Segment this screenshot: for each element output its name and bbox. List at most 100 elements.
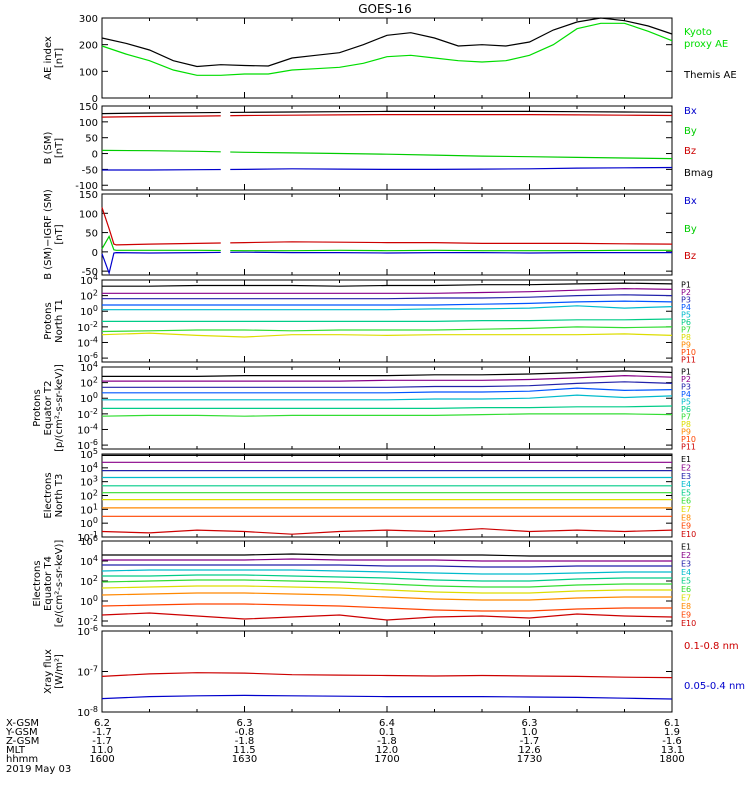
y-tick-label: 10-2 — [77, 320, 98, 334]
series-line — [102, 387, 673, 394]
ephemeris-value: 11.0 — [91, 745, 113, 756]
series-line — [101, 413, 673, 417]
series-line — [101, 528, 673, 535]
y-tick-label: 100 — [80, 594, 98, 608]
ephemeris-value: -1.7 — [520, 736, 540, 747]
ephemeris-value: 12.0 — [376, 745, 398, 756]
y-tick-label: 150 — [79, 102, 98, 113]
y-tick-label: 10-2 — [77, 407, 98, 421]
y-tick-label: 10-1 — [77, 530, 98, 544]
series-line — [101, 110, 673, 115]
y-tick-label: 104 — [80, 554, 98, 568]
y-tick-label: 0 — [92, 150, 98, 161]
y-tick-label: 101 — [80, 502, 98, 516]
ephemeris-value: 12.6 — [518, 745, 540, 756]
y-axis-label: [nT] — [54, 138, 65, 158]
ephemeris-value: 1.9 — [664, 727, 680, 738]
ephemeris-value: -1.6 — [662, 736, 682, 747]
y-axis-label: B (SM)−IGRF (SM) — [43, 189, 54, 280]
y-tick-label: 10-6 — [77, 624, 98, 638]
legend-label: P9 — [681, 340, 691, 349]
legend-label: E1 — [681, 542, 691, 551]
series-line — [101, 332, 673, 338]
series-line — [101, 612, 673, 621]
legend-label: P2 — [681, 288, 691, 297]
ephemeris-value: 6.1 — [664, 718, 680, 729]
series-line — [101, 149, 673, 160]
legend-label: P11 — [681, 355, 696, 364]
y-tick-label: 102 — [80, 489, 98, 503]
ephemeris-value: -1.7 — [92, 727, 112, 738]
series-line — [102, 405, 673, 409]
legend-label: Bx — [684, 196, 697, 207]
panel-b-sm: 150 100 50 0 -50 -100 B (SM) [nT] Bx By Bz Bmag — [43, 102, 713, 192]
series-line — [101, 22, 673, 76]
series-line — [101, 17, 673, 68]
series-line — [102, 374, 673, 382]
y-axis-label: Protons — [32, 389, 43, 426]
legend-label: E6 — [681, 585, 691, 594]
figure-title: GOES-16 — [358, 2, 412, 16]
ephemeris-value: 11.5 — [233, 745, 255, 756]
y-axis-label: [W/m²] — [54, 654, 65, 689]
y-tick-label: 100 — [79, 67, 98, 78]
legend-label: P7 — [681, 325, 691, 334]
series-line — [102, 300, 673, 306]
legend-label: P6 — [681, 318, 691, 327]
y-tick-label: 100 — [80, 304, 98, 318]
y-tick-label: 10-2 — [77, 614, 98, 628]
ephemeris-value: -0.8 — [235, 727, 255, 738]
legend-label: P8 — [681, 333, 691, 342]
series-line — [102, 564, 672, 568]
legend-label: E7 — [681, 593, 691, 602]
y-axis-label: Electrons — [32, 560, 43, 606]
legend-label: E10 — [681, 530, 696, 539]
legend-label: Bz — [684, 146, 696, 157]
y-axis-label: [nT] — [54, 224, 65, 244]
y-axis-label: [p/(cm²-s-sr-keV)] — [54, 364, 65, 452]
y-axis-label: Equator T2 — [43, 381, 54, 436]
y-axis-label: [nT] — [54, 48, 65, 68]
series-line — [101, 585, 672, 594]
legend-label: 0.05-0.4 nm — [684, 681, 745, 692]
y-tick-label: 300 — [79, 14, 98, 25]
legend-label: P8 — [681, 420, 691, 429]
legend-label: E7 — [681, 505, 691, 514]
series-line — [101, 207, 673, 246]
legend-label: E9 — [681, 610, 691, 619]
y-axis-label: [e/(cm²-s-sr-keV)] — [54, 540, 65, 628]
y-tick-label: 10-6 — [77, 438, 98, 452]
series-line — [102, 166, 673, 171]
series-line — [102, 394, 673, 401]
ephemeris-table: X-GSMY-GSMZ-GSMMLThhmm6.2-1.7-1.711.0160… — [5, 718, 685, 775]
ephemeris-date: 2019 May 03 — [6, 764, 71, 775]
legend-label: P4 — [681, 390, 691, 399]
y-axis-label: Protons — [43, 302, 54, 339]
ephemeris-row-label: MLT — [6, 745, 26, 756]
series-line — [101, 672, 673, 679]
series-line — [102, 305, 673, 311]
legend-label: P5 — [681, 398, 691, 407]
legend-label: P1 — [681, 368, 691, 377]
series-line — [101, 326, 673, 333]
y-tick-label: 10-8 — [77, 705, 98, 719]
ephemeris-value: 13.1 — [661, 745, 683, 756]
legend-label: E4 — [681, 568, 691, 577]
series-line — [102, 370, 673, 377]
y-tick-label: 100 — [79, 118, 98, 129]
ephemeris-value: 1600 — [89, 754, 114, 765]
y-tick-label: -50 — [82, 165, 98, 176]
legend-label: Bmag — [684, 168, 713, 179]
y-tick-label: 0 — [92, 248, 98, 259]
legend-label: E6 — [681, 497, 691, 506]
y-tick-label: 106 — [80, 534, 98, 548]
legend-label: E3 — [681, 472, 691, 481]
legend-label: P3 — [681, 383, 691, 392]
y-axis-label: B (SM) — [43, 131, 54, 164]
legend-label: E8 — [681, 513, 691, 522]
ephemeris-row-label: Z-GSM — [6, 736, 39, 747]
y-tick-label: -50 — [82, 267, 98, 278]
ephemeris-value: 1630 — [232, 754, 257, 765]
